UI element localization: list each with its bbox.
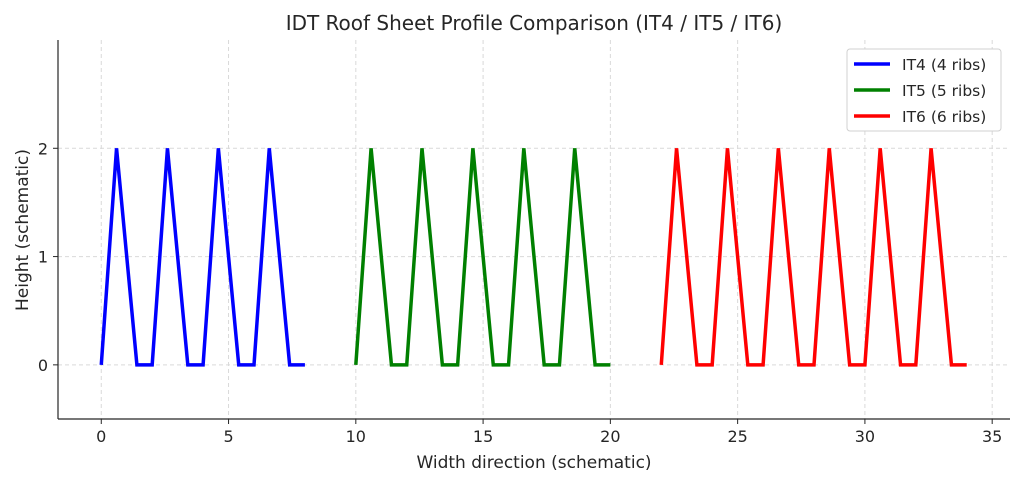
y-axis-label: Height (schematic) — [13, 149, 33, 311]
x-tick-label: 5 — [223, 427, 233, 446]
x-tick-label: 30 — [855, 427, 875, 446]
chart-title: IDT Roof Sheet Profile Comparison (IT4 /… — [286, 11, 783, 35]
y-tick-label: 0 — [38, 356, 48, 375]
legend: IT4 (4 ribs) IT5 (5 ribs) IT6 (6 ribs) — [846, 48, 1002, 132]
x-tick-label: 15 — [473, 427, 493, 446]
series-line-it6 — [659, 148, 967, 367]
x-tick-label: 0 — [96, 427, 106, 446]
x-tick-label: 10 — [346, 427, 366, 446]
x-tick-label: 35 — [982, 427, 1002, 446]
x-tick-label: 25 — [727, 427, 747, 446]
series-line-it4 — [99, 148, 305, 367]
y-tick-label: 2 — [38, 139, 48, 158]
legend-label: IT6 (6 ribs) — [902, 108, 986, 126]
x-tick-label: 20 — [600, 427, 620, 446]
series-line-it5 — [354, 148, 611, 367]
legend-label: IT5 (5 ribs) — [902, 82, 986, 100]
legend-label: IT4 (4 ribs) — [902, 56, 986, 74]
y-tick-label: 1 — [38, 248, 48, 267]
x-axis-label: Width direction (schematic) — [416, 453, 651, 473]
